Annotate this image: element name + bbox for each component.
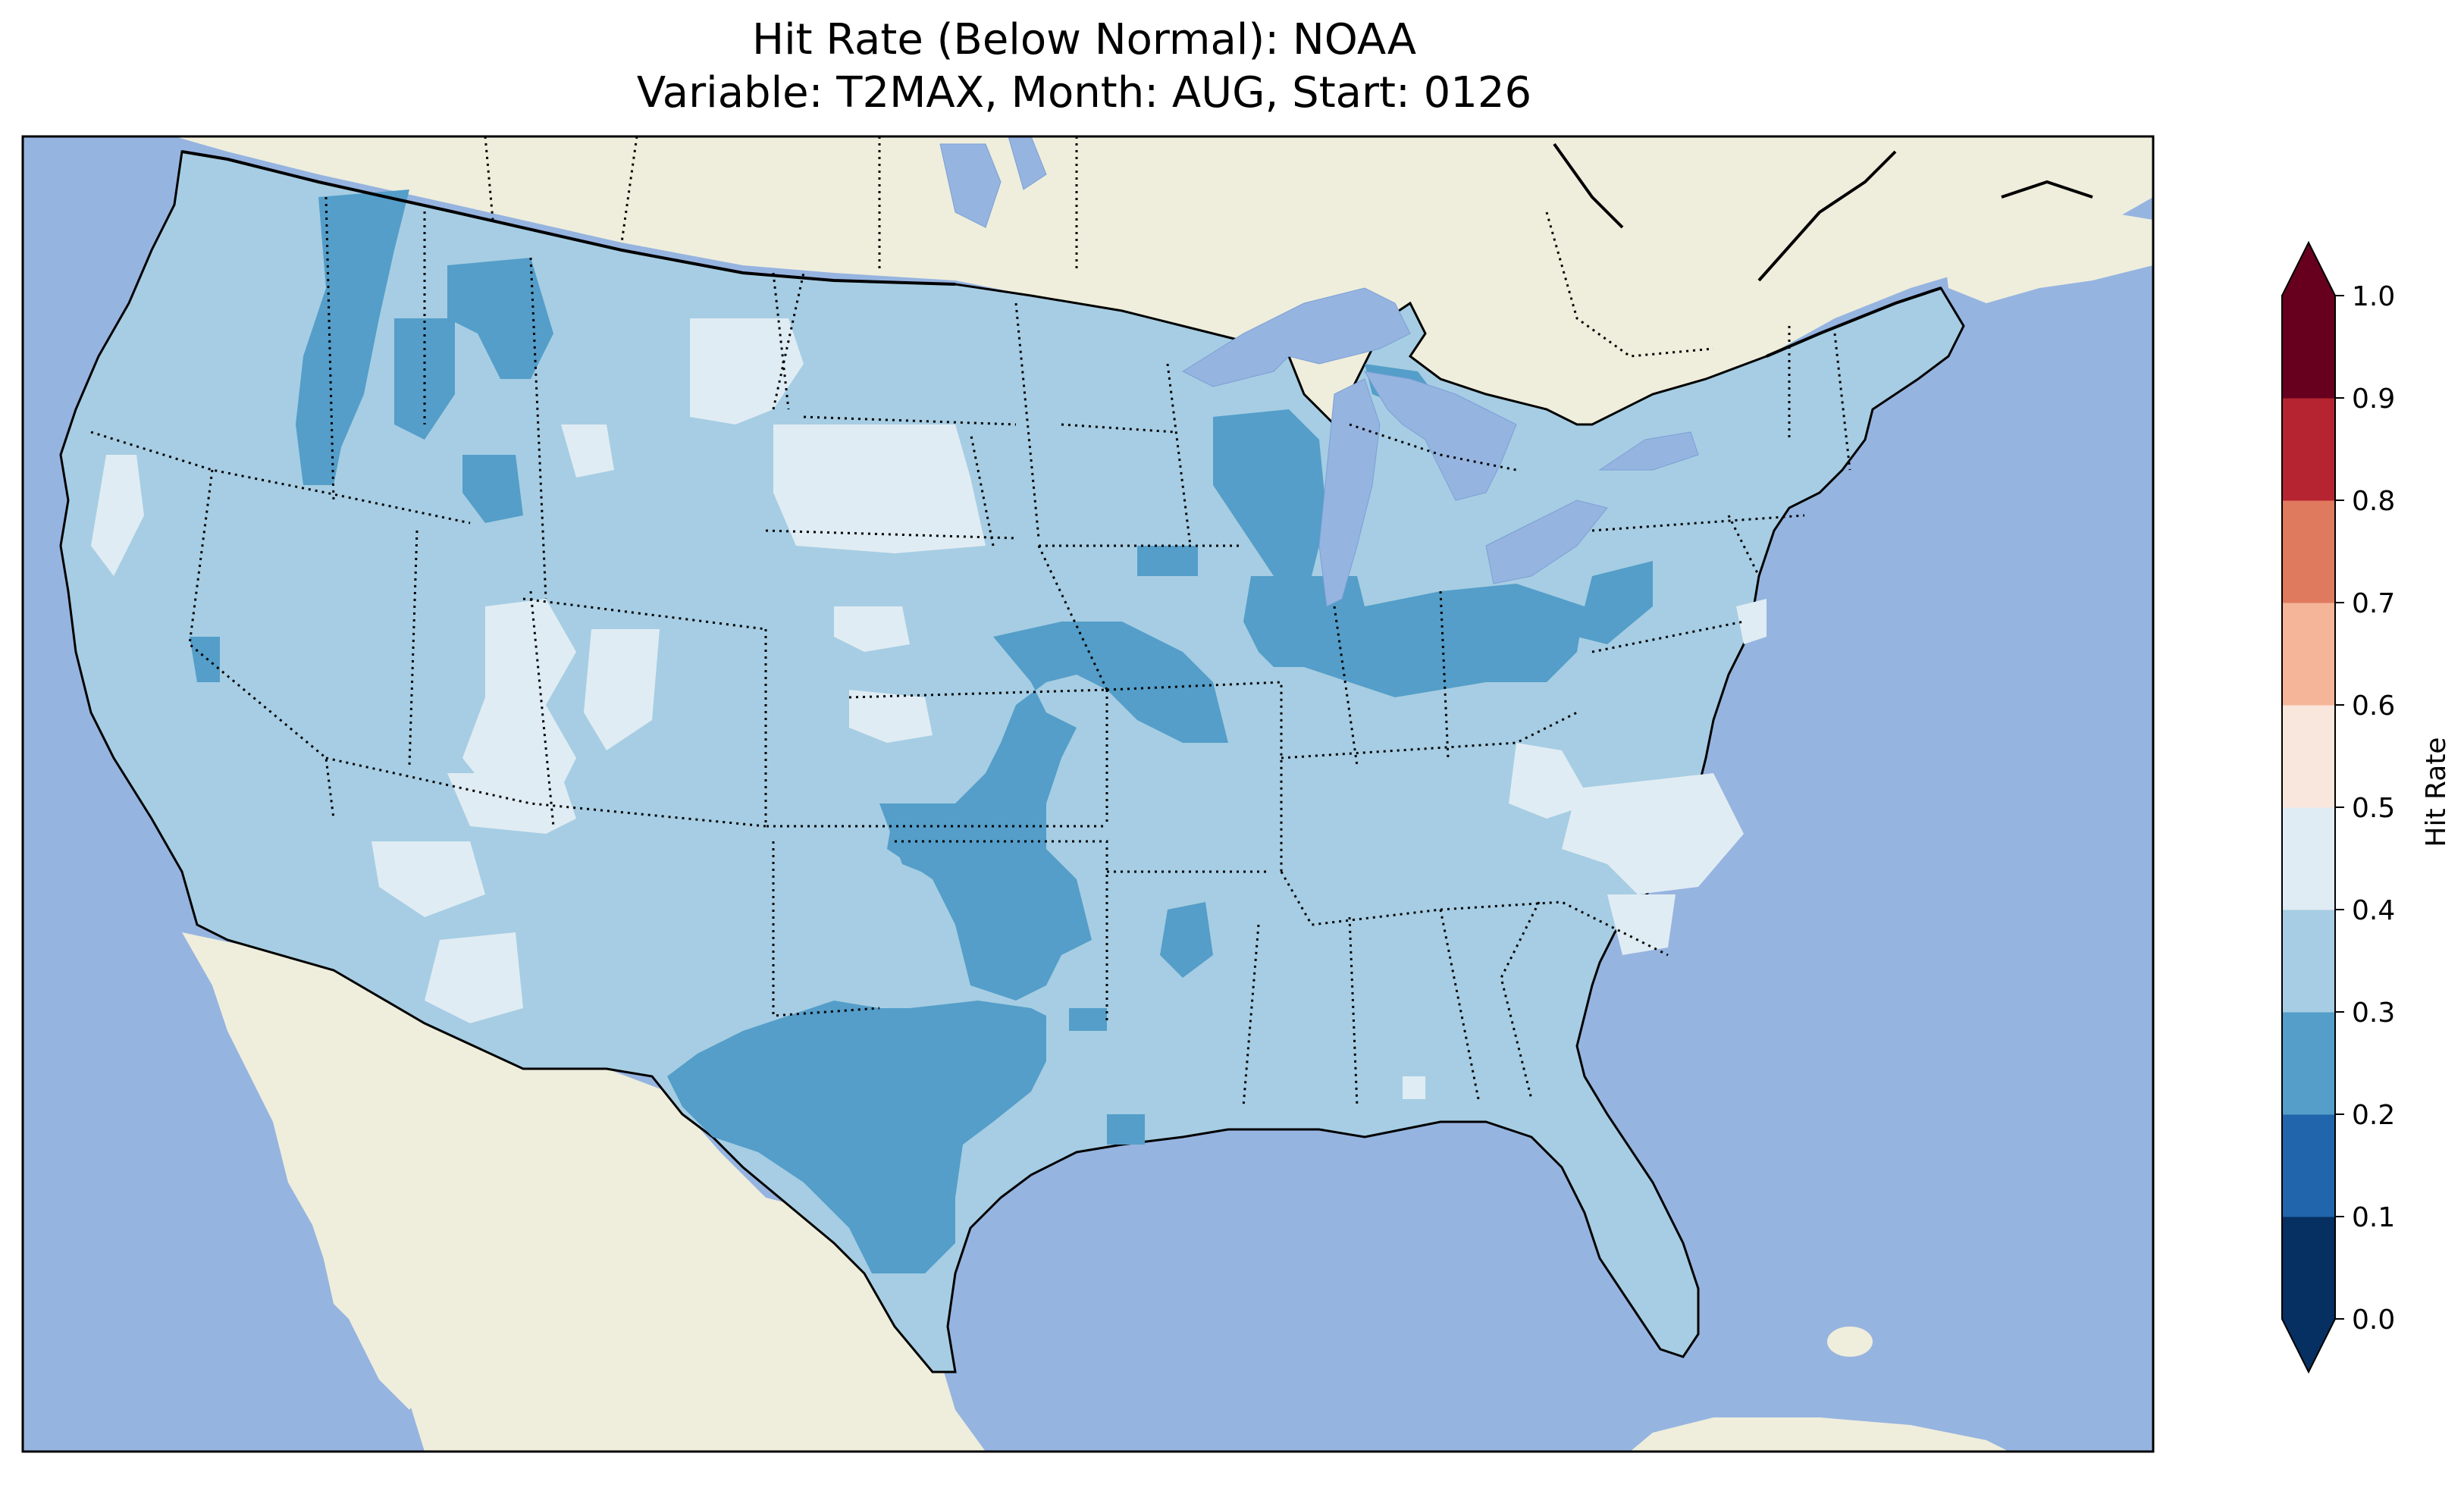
colorbar-tick-label: 0.4 xyxy=(2352,895,2395,926)
country-borders xyxy=(484,136,1714,471)
colorbar-bin-0.1-0.2 xyxy=(2282,1114,2335,1217)
colorbar-tick-label: 0.0 xyxy=(2352,1305,2395,1336)
colorbar-tick-label: 0.3 xyxy=(2352,998,2395,1029)
colorbar-bin-0.3-0.4 xyxy=(2282,910,2335,1013)
colorbar-tick-label: 0.7 xyxy=(2352,588,2395,619)
colorbar-tick-label: 0.2 xyxy=(2352,1100,2395,1131)
hit-rate-0.4-0.5-regions xyxy=(91,318,1766,1099)
colorbar-label: Hit Rate xyxy=(2421,737,2452,847)
colorbar-bin-0-0.1 xyxy=(2282,1217,2335,1320)
colorbar-bin-0.9-1 xyxy=(2282,296,2335,399)
map-panel xyxy=(23,136,2153,1452)
map-title-line2: Variable: T2MAX, Month: AUG, Start: 0126 xyxy=(636,68,1532,117)
colorbar-tick-label: 0.1 xyxy=(2352,1202,2395,1233)
colorbar-tick-label: 1.0 xyxy=(2352,281,2395,312)
colorbar-extend-min xyxy=(2282,1319,2335,1372)
great-lakes xyxy=(939,136,1699,607)
maritime-land xyxy=(1941,189,2153,303)
colorbar-extend-max xyxy=(2282,243,2335,296)
map-title-line1: Hit Rate (Below Normal): NOAA xyxy=(751,15,1417,64)
colorbar-bin-0.8-0.9 xyxy=(2282,398,2335,501)
colorbar: 0.0 0.1 0.2 0.3 0.4 0.5 0.6 0.7 0.8 0.9 1.0 xyxy=(2281,240,2395,1374)
coastlines xyxy=(181,143,2093,358)
colorbar-tick-label: 0.5 xyxy=(2352,793,2395,824)
hit-rate-0.2-0.3-regions xyxy=(190,189,1653,1273)
canada-land xyxy=(174,136,2153,576)
colorbar-bin-0.4-0.5 xyxy=(2282,807,2335,910)
map-frame xyxy=(21,135,2155,1453)
colorbar-tick-label: 0.6 xyxy=(2352,691,2395,722)
colorbar-tick-label: 0.9 xyxy=(2352,384,2395,415)
caribbean-land xyxy=(1630,1417,2009,1452)
state-borders xyxy=(90,196,1851,1107)
colorbar-bin-0.2-0.3 xyxy=(2282,1012,2335,1115)
colorbar-tick-label: 0.8 xyxy=(2352,486,2395,517)
colorbar-bin-0.6-0.7 xyxy=(2282,603,2335,706)
baja-peninsula xyxy=(262,993,425,1410)
island-bahamas-1 xyxy=(1827,1326,1873,1357)
colorbar-bin-0.5-0.6 xyxy=(2282,705,2335,808)
colorbar-bin-0.7-0.8 xyxy=(2282,500,2335,603)
